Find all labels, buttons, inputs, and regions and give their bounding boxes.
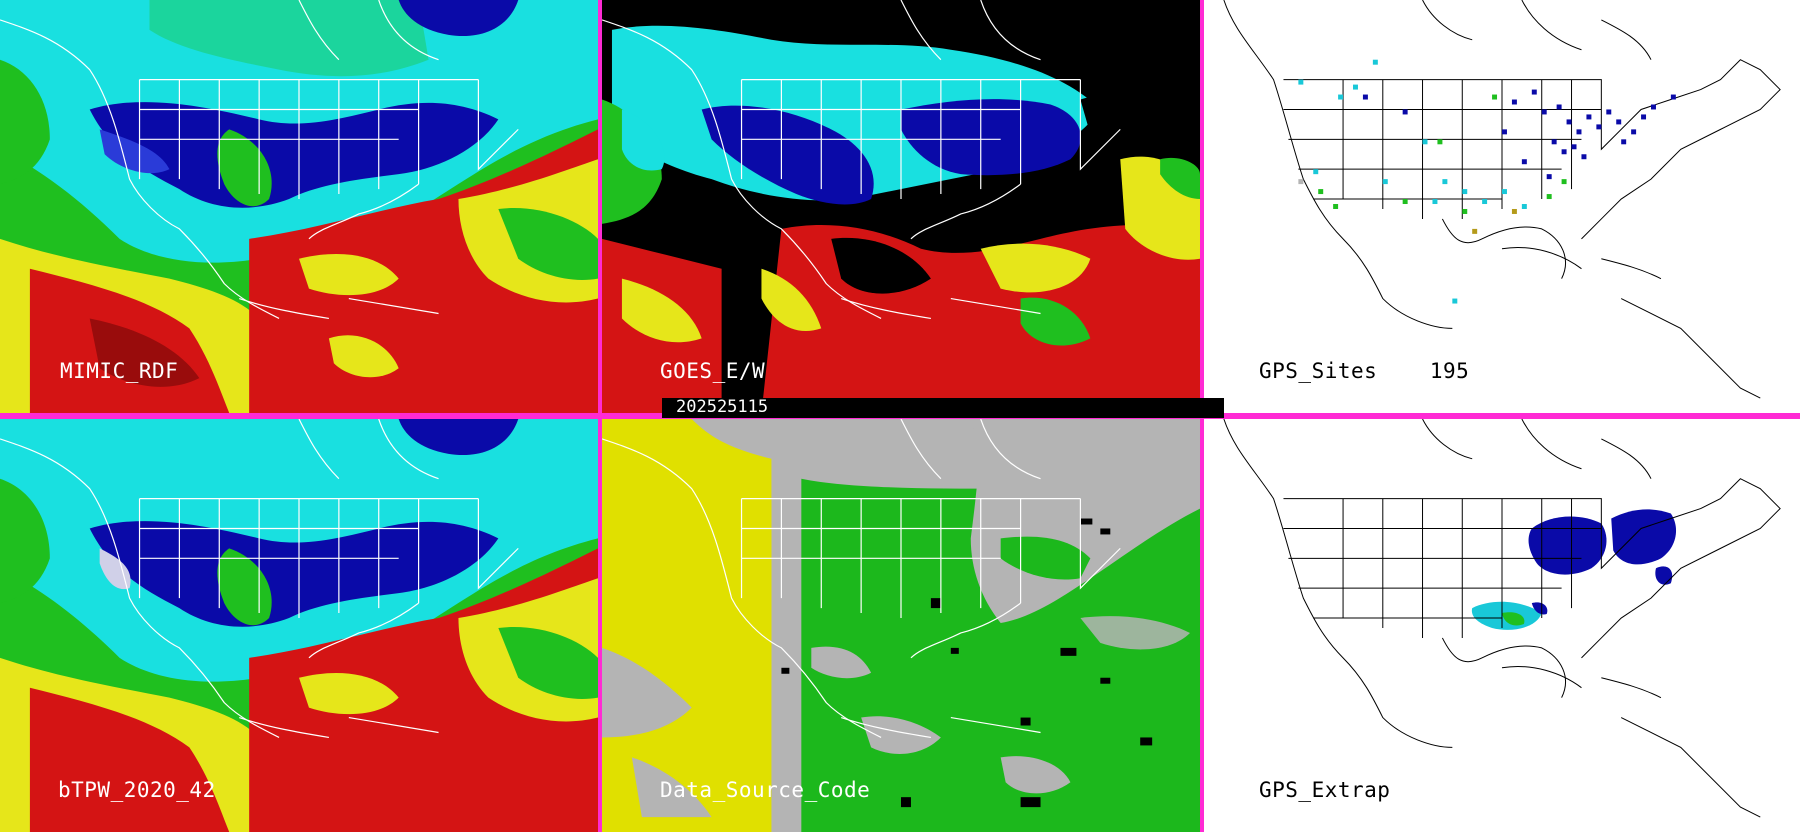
gps-sites-map xyxy=(1223,0,1781,399)
gps-sites-label: GPS_Sites 195 xyxy=(1259,359,1469,383)
panel-label: GPS_Extrap xyxy=(1259,778,1391,802)
panel-label: GOES_E/W xyxy=(660,359,766,383)
vertical-separator-left xyxy=(598,0,602,832)
btpw-field xyxy=(0,419,598,832)
gps-sites-count: 195 xyxy=(1429,359,1470,383)
panel-gps-extrap: GPS_Extrap xyxy=(1204,419,1800,832)
goes-ew-field xyxy=(602,0,1200,413)
timestamp-bar: 202525115 xyxy=(662,397,1224,418)
panel-btpw: bTPW_2020_42 xyxy=(0,419,598,832)
timestamp-text: 202525115 xyxy=(676,397,769,417)
panel-label: GPS_Sites xyxy=(1259,359,1378,383)
data-source-field xyxy=(602,419,1200,832)
panel-label: Data_Source_Code xyxy=(660,778,871,802)
panel-goes-ew: GOES_E/W xyxy=(602,0,1200,413)
mimic-rdf-field xyxy=(0,0,598,413)
panel-gps-sites: GPS_Sites 195 xyxy=(1204,0,1800,413)
panel-mimic-rdf: MIMIC_RDF xyxy=(0,0,598,413)
gps-extrap-map xyxy=(1223,419,1781,818)
panel-data-source: Data_Source_Code xyxy=(602,419,1200,832)
panel-label: bTPW_2020_42 xyxy=(58,778,216,802)
panel-label: MIMIC_RDF xyxy=(60,359,179,383)
